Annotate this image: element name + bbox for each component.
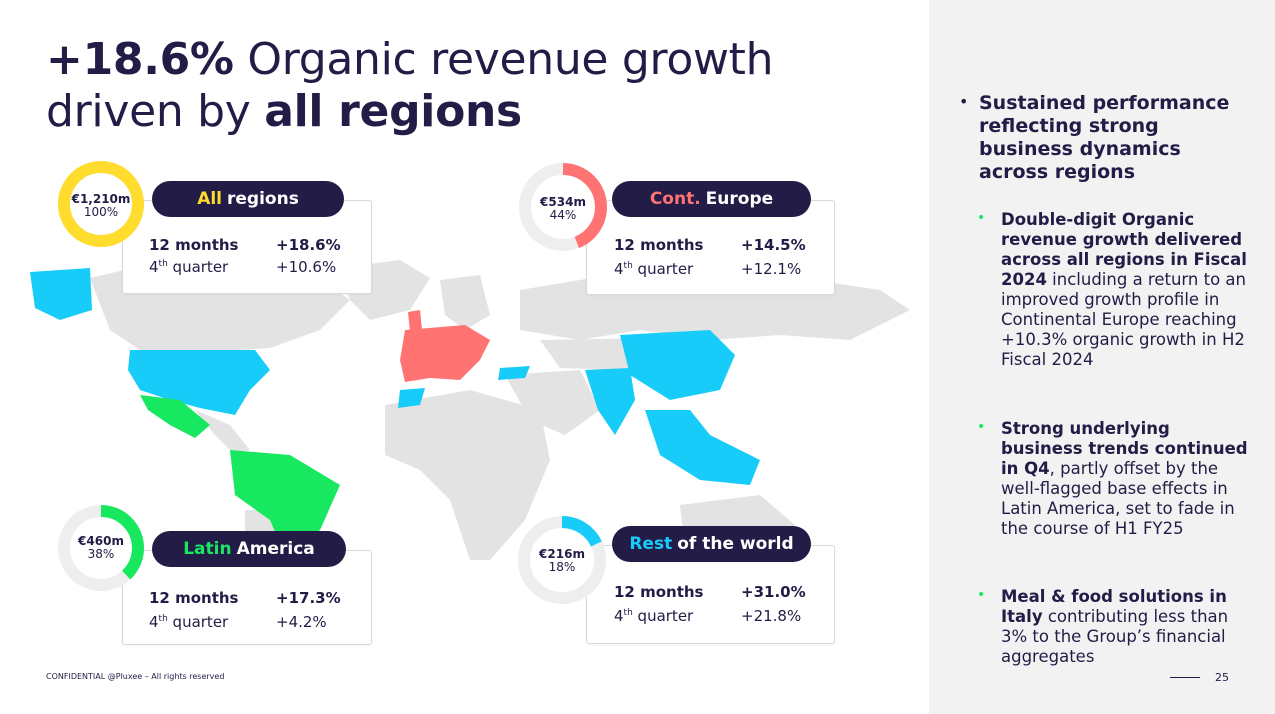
- latam-pct: 38%: [87, 547, 115, 561]
- europe-donut-arc: [519, 163, 607, 251]
- map-india: [585, 368, 635, 435]
- row-pill-accent: Rest: [629, 534, 673, 554]
- title-line2-bold: all regions: [264, 86, 522, 137]
- latam-pill-accent: Latin: [183, 539, 232, 559]
- title-line2-start: driven by: [46, 86, 265, 137]
- map-middle-east: [505, 370, 600, 435]
- all-regions-pct: 100%: [83, 205, 119, 219]
- all-regions-value: €1,210m: [71, 192, 131, 206]
- map-turkey: [498, 366, 530, 380]
- row-pill-rest: of the world: [677, 534, 794, 554]
- all-regions-donut: [58, 161, 144, 247]
- map-uk: [408, 310, 422, 332]
- main-bullet-dot: •: [959, 92, 969, 111]
- world-map: [30, 260, 910, 610]
- map-alaska: [30, 268, 92, 320]
- map-china: [620, 330, 735, 400]
- all-regions-row1-value: +18.6%: [276, 236, 341, 254]
- row-donut-label: €216m 18%: [517, 548, 607, 574]
- sub-bullet-2: Strong underlying business trends contin…: [1001, 419, 1248, 538]
- map-mexico: [140, 395, 210, 438]
- map-maghreb: [398, 388, 425, 408]
- title-highlight: +18.6%: [46, 34, 234, 85]
- europe-row1-value: +14.5%: [741, 236, 806, 254]
- page-number: 25: [1215, 671, 1229, 684]
- map-usa: [128, 350, 270, 415]
- all-regions-donut-label: €1,210m 100%: [57, 193, 145, 219]
- europe-value: €534m: [540, 195, 586, 209]
- sub-bullet-3: Meal & food solutions in Italy contribut…: [1001, 587, 1229, 666]
- europe-row2-value: +12.1%: [741, 260, 802, 278]
- page-title: +18.6% Organic revenue growth driven by …: [46, 34, 773, 138]
- main-bullet: Sustained performance reflecting strong …: [979, 92, 1230, 183]
- europe-pct: 44%: [549, 208, 577, 222]
- confidential-notice: CONFIDENTIAL @Pluxee – All rights reserv…: [46, 672, 225, 681]
- row-row2-value: +21.8%: [741, 607, 802, 625]
- all-regions-pill-accent: All: [197, 189, 222, 209]
- europe-pill: Cont. Europe: [612, 181, 811, 217]
- sub-bullet-dot-2: •: [977, 419, 986, 435]
- latam-donut-label: €460m 38%: [57, 535, 145, 561]
- row-row1-label: 12 months: [614, 583, 704, 601]
- row-donut-arc: [518, 516, 606, 604]
- all-regions-row2-value: +10.6%: [276, 258, 337, 276]
- row-row2-label: 4th quarter: [614, 607, 694, 625]
- latam-donut: [58, 505, 144, 591]
- title-line1: Organic revenue growth: [233, 34, 774, 85]
- all-regions-donut-arc: [58, 161, 144, 247]
- row-value: €216m: [539, 547, 585, 561]
- sub-bullet-dot-1: •: [977, 210, 986, 226]
- europe-pill-accent: Cont.: [649, 189, 701, 209]
- map-se-asia: [645, 410, 760, 485]
- row-pill: Rest of the world: [612, 526, 811, 562]
- latam-donut-arc: [58, 505, 144, 591]
- all-regions-pill-rest: regions: [227, 189, 299, 209]
- latam-pill-rest: America: [236, 539, 315, 559]
- latam-row1-label: 12 months: [149, 589, 239, 607]
- sub-bullet-1: Double-digit Organic revenue growth deli…: [1001, 210, 1247, 369]
- europe-row2-label: 4th quarter: [614, 260, 694, 278]
- row-row1-value: +31.0%: [741, 583, 806, 601]
- latam-row1-value: +17.3%: [276, 589, 341, 607]
- europe-donut-label: €534m 44%: [518, 196, 608, 222]
- all-regions-pill: All regions: [152, 181, 344, 217]
- map-brazil: [230, 450, 340, 555]
- latam-pill: Latin America: [152, 531, 346, 567]
- latam-value: €460m: [78, 534, 124, 548]
- page-number-rule: [1170, 677, 1200, 678]
- map-africa: [385, 390, 550, 560]
- row-donut: [518, 516, 606, 604]
- latam-row2-label: 4th quarter: [149, 613, 229, 631]
- europe-row1-label: 12 months: [614, 236, 704, 254]
- latam-row2-value: +4.2%: [276, 613, 327, 631]
- europe-pill-rest: Europe: [705, 189, 774, 209]
- europe-donut: [519, 163, 607, 251]
- map-scandinavia: [440, 275, 490, 330]
- all-regions-row2-label: 4th quarter: [149, 258, 229, 276]
- sidebar-panel: • Sustained performance reflecting stron…: [929, 0, 1275, 714]
- sub-bullet-dot-3: •: [977, 587, 986, 603]
- row-pct: 18%: [548, 560, 576, 574]
- all-regions-row1-label: 12 months: [149, 236, 239, 254]
- map-cont-europe: [400, 325, 490, 382]
- map-central-america: [195, 410, 250, 455]
